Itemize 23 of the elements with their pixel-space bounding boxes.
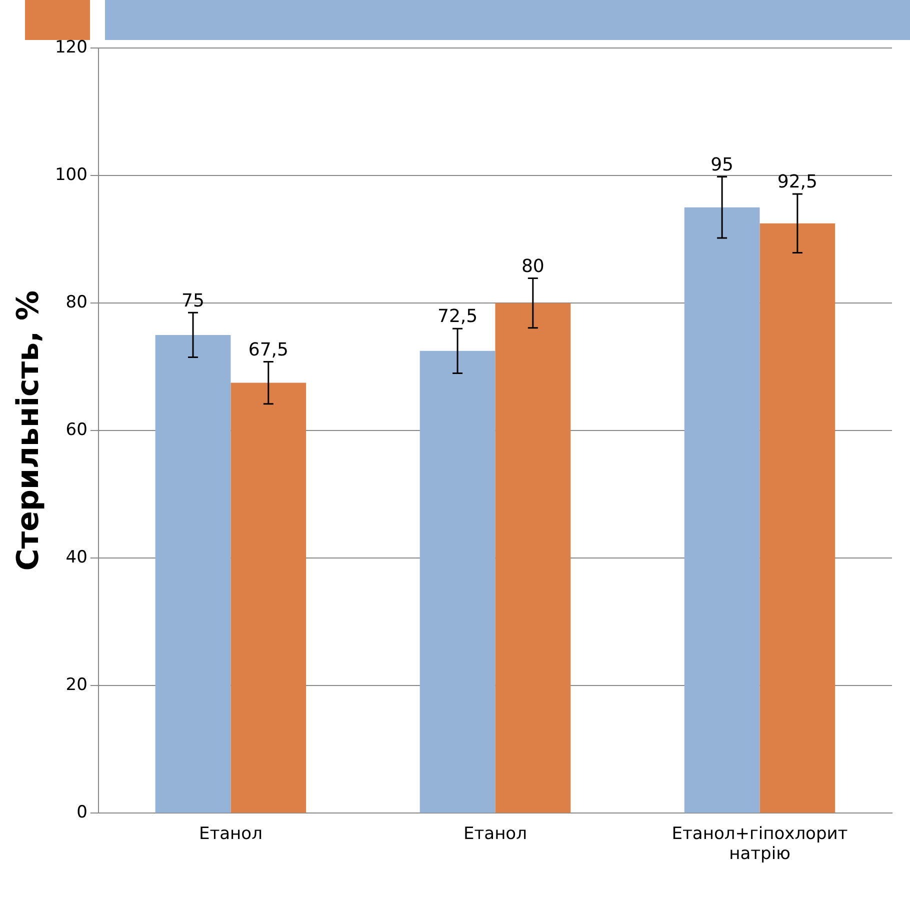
bar [155, 334, 231, 813]
x-tick-label: Етанол [198, 824, 262, 844]
y-tick-label: 100 [54, 164, 88, 185]
y-tick-label: 20 [66, 675, 88, 696]
data-label: 92,5 [777, 172, 818, 193]
y-axis-title: Стерильність, % [10, 290, 46, 571]
data-label: 67,5 [248, 339, 288, 360]
bar [760, 223, 836, 813]
bar [420, 350, 496, 813]
y-tick-label: 40 [66, 548, 88, 568]
bar [684, 207, 760, 813]
data-label: 72,5 [437, 306, 478, 328]
y-tick-label: 60 [66, 420, 88, 440]
bar [495, 303, 571, 813]
y-tick-label: 80 [66, 292, 88, 312]
data-label: 95 [710, 154, 734, 176]
x-tick-label: Етанол [463, 824, 527, 844]
data-label: 80 [521, 256, 544, 277]
y-tick-label: 0 [76, 802, 88, 823]
data-label: 75 [182, 290, 204, 312]
x-tick-label: Етанол+гіпохлорит натрію [672, 824, 848, 864]
y-tick-label: 120 [54, 37, 88, 58]
bar [230, 382, 306, 813]
